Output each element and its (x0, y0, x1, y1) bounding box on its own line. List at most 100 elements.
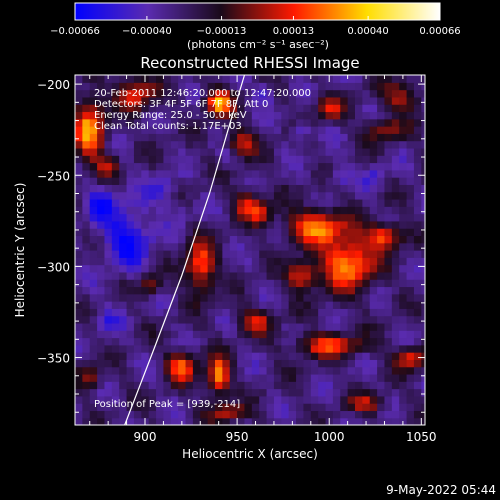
heatmap-cell (413, 344, 422, 353)
heatmap-cell (266, 118, 275, 127)
heatmap-cell (215, 373, 223, 382)
heatmap-cell (200, 293, 209, 302)
heatmap-cell (200, 388, 209, 397)
heatmap-cell (156, 133, 165, 142)
heatmap-cell (75, 301, 83, 309)
heatmap-cell (421, 118, 425, 127)
heatmap-cell (377, 250, 386, 258)
heatmap-cell (347, 162, 356, 171)
heatmap-cell (288, 82, 297, 91)
heatmap-cell (318, 417, 327, 425)
heatmap-cell (303, 417, 312, 425)
heatmap-cell (288, 89, 297, 98)
heatmap-cell (185, 308, 194, 317)
heatmap-cell (332, 118, 341, 127)
heatmap-cell (281, 228, 290, 237)
heatmap-cell (75, 293, 83, 302)
heatmap-cell (119, 322, 128, 331)
heatmap-cell (185, 228, 194, 237)
heatmap-cell (318, 315, 327, 324)
heatmap-cell (141, 410, 150, 419)
heatmap-cell (362, 308, 371, 317)
heatmap-cell (156, 264, 165, 273)
heatmap-cell (133, 133, 142, 142)
heatmap-cell (192, 162, 201, 171)
heatmap-cell (281, 250, 290, 258)
heatmap-cell (133, 279, 142, 288)
heatmap-cell (259, 308, 268, 317)
heatmap-cell (141, 308, 150, 317)
heatmap-cell (178, 286, 187, 295)
heatmap-cell (200, 264, 209, 273)
heatmap-cell (332, 235, 341, 244)
heatmap-cell (192, 381, 201, 390)
heatmap-cell (75, 257, 83, 266)
heatmap-cell (347, 89, 356, 98)
heatmap-cell (318, 264, 327, 273)
heatmap-cell (340, 308, 349, 317)
heatmap-cell (170, 213, 179, 222)
heatmap-cell (237, 206, 246, 215)
heatmap-cell (391, 388, 400, 397)
heatmap-cell (266, 337, 275, 346)
heatmap-cell (133, 177, 142, 185)
heatmap-cell (384, 330, 393, 339)
heatmap-cell (178, 140, 187, 149)
heatmap-cell (391, 162, 400, 171)
heatmap-cell (332, 89, 341, 98)
heatmap-cell (369, 257, 378, 266)
heatmap-cell (126, 191, 135, 200)
heatmap-cell (369, 395, 378, 404)
heatmap-cell (89, 271, 98, 280)
heatmap-cell (273, 286, 282, 295)
heatmap-cell (97, 293, 106, 302)
heatmap-cell (237, 352, 246, 360)
heatmap-cell (75, 206, 83, 215)
heatmap-cell (413, 111, 422, 120)
heatmap-cell (303, 75, 312, 83)
heatmap-cell (178, 155, 187, 164)
heatmap-cell (391, 373, 400, 382)
heatmap-cell (413, 228, 422, 237)
heatmap-cell (119, 155, 128, 164)
heatmap-cell (170, 279, 179, 288)
heatmap-cell (97, 264, 106, 273)
heatmap-cell (170, 257, 179, 266)
heatmap-cell (222, 96, 231, 105)
heatmap-cell (266, 286, 275, 295)
heatmap-cell (310, 330, 319, 339)
heatmap-cell (325, 344, 334, 353)
heatmap-cell (303, 395, 312, 404)
heatmap-cell (251, 293, 260, 302)
heatmap-cell (229, 279, 238, 288)
heatmap-cell (259, 359, 268, 368)
heatmap-cell (229, 417, 238, 425)
heatmap-cell (222, 162, 231, 171)
heatmap-cell (178, 352, 187, 360)
heatmap-cell (133, 162, 142, 171)
heatmap-cell (391, 133, 400, 142)
heatmap-cell (141, 330, 150, 339)
heatmap-cell (200, 322, 209, 331)
heatmap-cell (244, 96, 253, 105)
heatmap-cell (222, 89, 231, 98)
heatmap-cell (399, 82, 408, 91)
heatmap-cell (421, 82, 425, 91)
heatmap-cell (347, 220, 356, 229)
heatmap-cell (185, 198, 194, 207)
heatmap-cell (133, 301, 142, 309)
heatmap-cell (266, 381, 275, 390)
heatmap-cell (104, 322, 113, 331)
heatmap-cell (281, 155, 290, 164)
heatmap-cell (303, 373, 312, 382)
heatmap-cell (237, 337, 246, 346)
heatmap-cell (200, 257, 209, 266)
heatmap-cell (104, 301, 113, 309)
heatmap-cell (251, 89, 260, 98)
heatmap-cell (222, 220, 231, 229)
heatmap-cell (163, 206, 172, 215)
heatmap-cell (413, 395, 422, 404)
heatmap-cell (148, 242, 157, 251)
heatmap-cell (251, 337, 260, 346)
heatmap-cell (229, 301, 238, 309)
